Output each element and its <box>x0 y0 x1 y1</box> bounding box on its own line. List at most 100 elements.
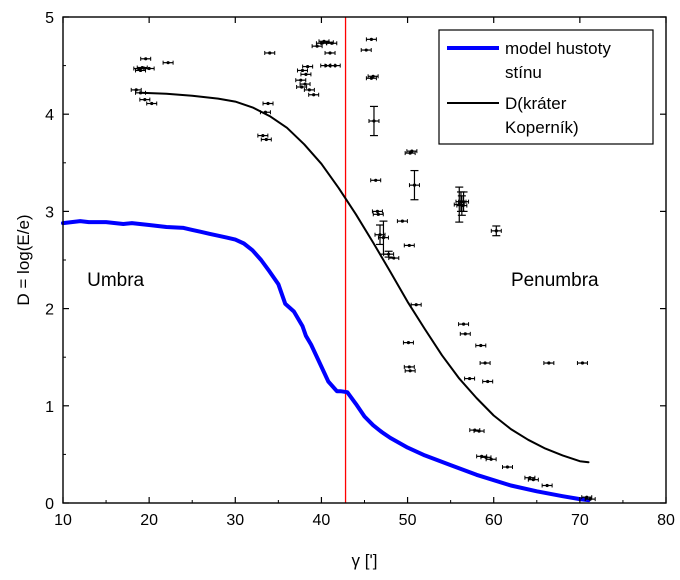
data-point <box>490 225 502 237</box>
data-point <box>370 178 382 183</box>
point-marker <box>263 110 268 114</box>
data-point <box>459 331 471 336</box>
point-marker <box>147 66 151 71</box>
data-point <box>260 137 272 142</box>
point-marker <box>410 149 414 153</box>
point-marker <box>364 48 368 52</box>
series-lines <box>61 91 591 503</box>
data-point <box>527 477 539 482</box>
point-marker <box>138 91 143 95</box>
data-point <box>464 376 476 381</box>
data-point <box>262 101 274 106</box>
data-point <box>368 105 380 137</box>
data-point <box>524 475 536 480</box>
point-marker <box>392 256 396 260</box>
x-tick-label: 10 <box>54 512 72 529</box>
data-point <box>473 429 485 434</box>
y-tick-label: 2 <box>45 302 54 319</box>
data-point <box>479 361 491 366</box>
data-point <box>360 48 372 53</box>
point-marker <box>299 78 303 82</box>
region-labels: Umbra Penumbra <box>87 270 599 291</box>
data-point <box>388 256 400 261</box>
axis-ticks: 10 20 30 40 50 60 70 80 0 1 2 3 4 5 <box>45 10 675 529</box>
point-marker <box>307 88 311 92</box>
data-point <box>543 361 555 366</box>
data-point <box>296 84 308 89</box>
point-marker <box>376 212 380 216</box>
point-marker <box>528 476 532 480</box>
point-marker <box>489 457 493 461</box>
data-point <box>541 483 553 488</box>
data-point <box>296 68 308 73</box>
point-marker <box>150 101 154 106</box>
data-point <box>308 92 320 97</box>
data-point <box>501 465 513 470</box>
data-point <box>259 110 271 115</box>
point-marker <box>140 65 144 70</box>
data-point <box>329 63 341 68</box>
data-points <box>130 37 596 502</box>
legend-label-kopernik-line2: Koperník) <box>505 118 579 137</box>
data-point <box>311 44 323 49</box>
region-label-umbra: Umbra <box>87 270 144 291</box>
data-point <box>482 379 494 384</box>
data-point <box>410 302 422 307</box>
point-marker <box>304 72 308 76</box>
point-marker <box>400 219 405 223</box>
region-label-penumbra: Penumbra <box>511 270 599 291</box>
point-marker <box>479 343 483 348</box>
data-point <box>257 133 269 138</box>
point-marker <box>477 429 481 433</box>
data-point <box>485 457 497 462</box>
point-marker <box>166 61 170 65</box>
point-marker <box>143 98 147 102</box>
x-tick-label: 50 <box>399 512 417 529</box>
point-marker <box>407 243 411 248</box>
point-marker <box>505 465 510 469</box>
data-point <box>406 149 418 154</box>
data-point <box>302 64 314 69</box>
point-marker <box>545 483 549 488</box>
data-point <box>365 37 377 42</box>
data-point <box>326 41 338 46</box>
data-point <box>130 87 142 92</box>
legend-label-model-line2: stínu <box>505 63 542 82</box>
point-marker <box>300 68 305 73</box>
legend-label-model-line1: model hustoty <box>505 39 611 58</box>
x-tick-label: 80 <box>657 512 675 529</box>
point-marker <box>312 93 316 97</box>
x-tick-label: 70 <box>571 512 589 529</box>
point-marker <box>588 497 592 501</box>
y-tick-label: 5 <box>45 10 54 27</box>
data-point <box>581 495 593 500</box>
data-point <box>143 66 155 71</box>
point-marker <box>268 51 272 55</box>
point-marker <box>300 85 304 89</box>
y-axis-title: D = log(E/e) <box>14 214 33 305</box>
data-point <box>136 65 148 70</box>
point-marker <box>461 322 466 326</box>
data-point <box>403 243 415 248</box>
data-point <box>458 191 470 212</box>
point-marker <box>264 137 268 142</box>
data-point <box>365 76 377 81</box>
data-point <box>140 56 152 61</box>
point-marker <box>374 178 378 182</box>
x-tick-label: 30 <box>226 512 244 529</box>
point-marker <box>134 88 138 92</box>
y-tick-label: 4 <box>45 107 54 124</box>
point-marker <box>266 101 270 106</box>
data-point <box>584 497 596 502</box>
point-marker <box>330 41 334 45</box>
point-marker <box>333 64 337 68</box>
x-tick-label: 20 <box>140 512 158 529</box>
y-tick-label: 3 <box>45 204 54 221</box>
y-tick-label: 1 <box>45 399 54 416</box>
x-tick-label: 40 <box>313 512 331 529</box>
data-point <box>396 219 408 224</box>
series-line-model <box>61 219 591 503</box>
series-line-kopernik <box>139 91 590 464</box>
data-point <box>576 361 588 366</box>
data-point <box>300 72 312 77</box>
